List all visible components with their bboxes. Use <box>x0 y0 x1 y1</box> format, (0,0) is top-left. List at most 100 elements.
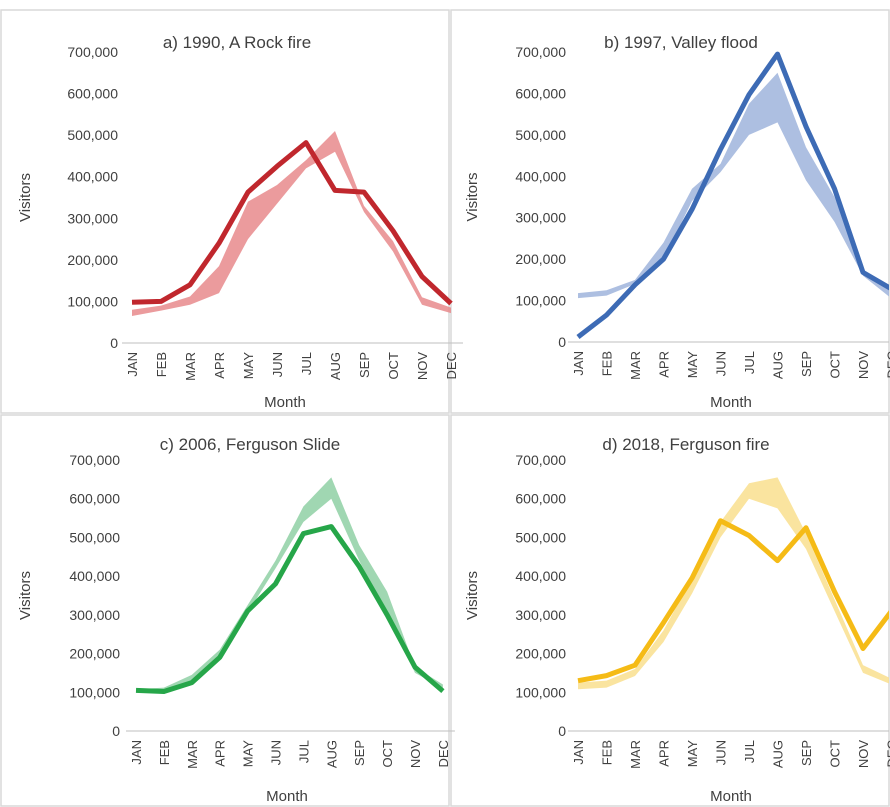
range-band <box>132 130 451 316</box>
x-axis-label: Month <box>266 788 308 805</box>
x-tick-label: MAY <box>241 740 256 768</box>
x-tick-label: MAR <box>628 740 643 769</box>
x-tick-label: JUL <box>742 351 757 374</box>
x-tick-label: DEC <box>885 351 890 378</box>
y-tick-label: 400,000 <box>515 568 566 584</box>
range-band <box>136 477 443 693</box>
x-tick-label: APR <box>212 352 227 379</box>
x-tick-label: MAR <box>183 352 198 381</box>
x-tick-label: AUG <box>771 351 786 379</box>
y-tick-label: 200,000 <box>67 252 118 268</box>
x-tick-label: FEB <box>157 740 172 765</box>
panel-c-border <box>0 414 450 807</box>
chart-title: a) 1990, A Rock fire <box>163 33 311 52</box>
x-axis-label: Month <box>710 788 752 805</box>
y-tick-label: 500,000 <box>67 127 118 143</box>
x-tick-label: MAR <box>628 351 643 380</box>
y-tick-label: 100,000 <box>67 293 118 309</box>
x-tick-label: JUN <box>714 351 729 376</box>
chart-title: c) 2006, Ferguson Slide <box>160 435 341 454</box>
y-tick-label: 700,000 <box>515 452 566 468</box>
panel-b: b) 1997, Valley flood Visitors 0 100,000 200… <box>464 33 890 411</box>
y-tick-label: 500,000 <box>515 127 566 143</box>
y-tick-label: 400,000 <box>67 169 118 185</box>
plot-area <box>135 477 445 695</box>
x-tick-label: DEC <box>436 740 451 767</box>
plot-area <box>576 51 889 340</box>
y-tick-label: 300,000 <box>515 607 566 623</box>
y-axis-label: Visitors <box>17 173 34 222</box>
x-tick-label: JAN <box>571 740 586 765</box>
x-tick-label: AUG <box>328 352 343 380</box>
y-tick-label: 400,000 <box>69 568 120 584</box>
y-tick-label: 100,000 <box>69 684 120 700</box>
plot-area <box>577 477 889 690</box>
panel-a-border <box>0 9 450 414</box>
x-tick-label: JUN <box>269 740 284 765</box>
x-tick-label: OCT <box>828 740 843 768</box>
x-tick-label: MAR <box>185 740 200 769</box>
x-tick-label: NOV <box>408 740 423 769</box>
x-tick-label: NOV <box>415 352 430 381</box>
x-tick-label: JAN <box>125 352 140 377</box>
panel-a: a) 1990, A Rock fire Visitors 0 100,000 200,… <box>17 33 463 411</box>
x-tick-label: AUG <box>324 740 339 768</box>
y-tick-label: 200,000 <box>515 646 566 662</box>
y-tick-label: 100,000 <box>515 684 566 700</box>
x-tick-label: APR <box>213 740 228 767</box>
series-line <box>577 518 889 684</box>
x-tick-label: MAY <box>685 351 700 379</box>
series-line <box>576 51 889 340</box>
y-tick-label: 700,000 <box>515 44 566 60</box>
x-tick-label: JAN <box>129 740 144 765</box>
x-tick-label: SEP <box>357 352 372 378</box>
x-tick-label: SEP <box>799 351 814 377</box>
panel-b-border <box>450 9 890 414</box>
y-tick-label: 700,000 <box>69 452 120 468</box>
y-tick-label: 600,000 <box>69 491 120 507</box>
x-tick-label: JUL <box>742 740 757 763</box>
y-tick-label: 300,000 <box>67 210 118 226</box>
y-tick-label: 0 <box>112 723 120 739</box>
x-tick-label: SEP <box>352 740 367 766</box>
y-tick-label: 500,000 <box>515 529 566 545</box>
y-tick-label: 300,000 <box>515 210 566 226</box>
panel-d: d) 2018, Ferguson fire Visitors 0 100,000 20… <box>464 435 890 805</box>
plot-area <box>131 130 453 316</box>
x-tick-label: JAN <box>571 351 586 376</box>
chart-title: b) 1997, Valley flood <box>604 33 758 52</box>
y-tick-label: 700,000 <box>67 44 118 60</box>
x-tick-label: APR <box>657 351 672 378</box>
y-tick-label: 600,000 <box>515 491 566 507</box>
y-tick-label: 100,000 <box>515 293 566 309</box>
y-tick-label: 400,000 <box>515 168 566 184</box>
y-tick-label: 200,000 <box>69 646 120 662</box>
x-axis-label: Month <box>264 394 306 411</box>
series-line <box>131 140 453 306</box>
y-tick-label: 600,000 <box>515 85 566 101</box>
chart-title: d) 2018, Ferguson fire <box>602 435 769 454</box>
series-line <box>135 524 445 695</box>
x-tick-label: OCT <box>380 740 395 768</box>
range-band <box>578 72 889 299</box>
x-tick-label: APR <box>657 740 672 767</box>
x-tick-label: DEC <box>444 352 459 379</box>
y-tick-label: 300,000 <box>69 607 120 623</box>
y-tick-label: 0 <box>110 335 118 351</box>
y-axis-label: Visitors <box>464 173 481 222</box>
x-tick-label: DEC <box>885 740 890 767</box>
y-tick-label: 0 <box>558 334 566 350</box>
x-tick-label: AUG <box>771 740 786 768</box>
y-axis-label: Visitors <box>17 571 34 620</box>
range-band <box>578 477 889 690</box>
x-tick-label: FEB <box>600 740 615 765</box>
x-tick-label: OCT <box>828 351 843 379</box>
x-tick-label: JUN <box>714 740 729 765</box>
y-axis-label: Visitors <box>464 571 481 620</box>
x-tick-label: FEB <box>154 352 169 377</box>
x-axis-label: Month <box>710 394 752 411</box>
x-tick-label: JUL <box>299 352 314 375</box>
x-tick-label: MAY <box>241 352 256 380</box>
y-tick-label: 600,000 <box>67 86 118 102</box>
